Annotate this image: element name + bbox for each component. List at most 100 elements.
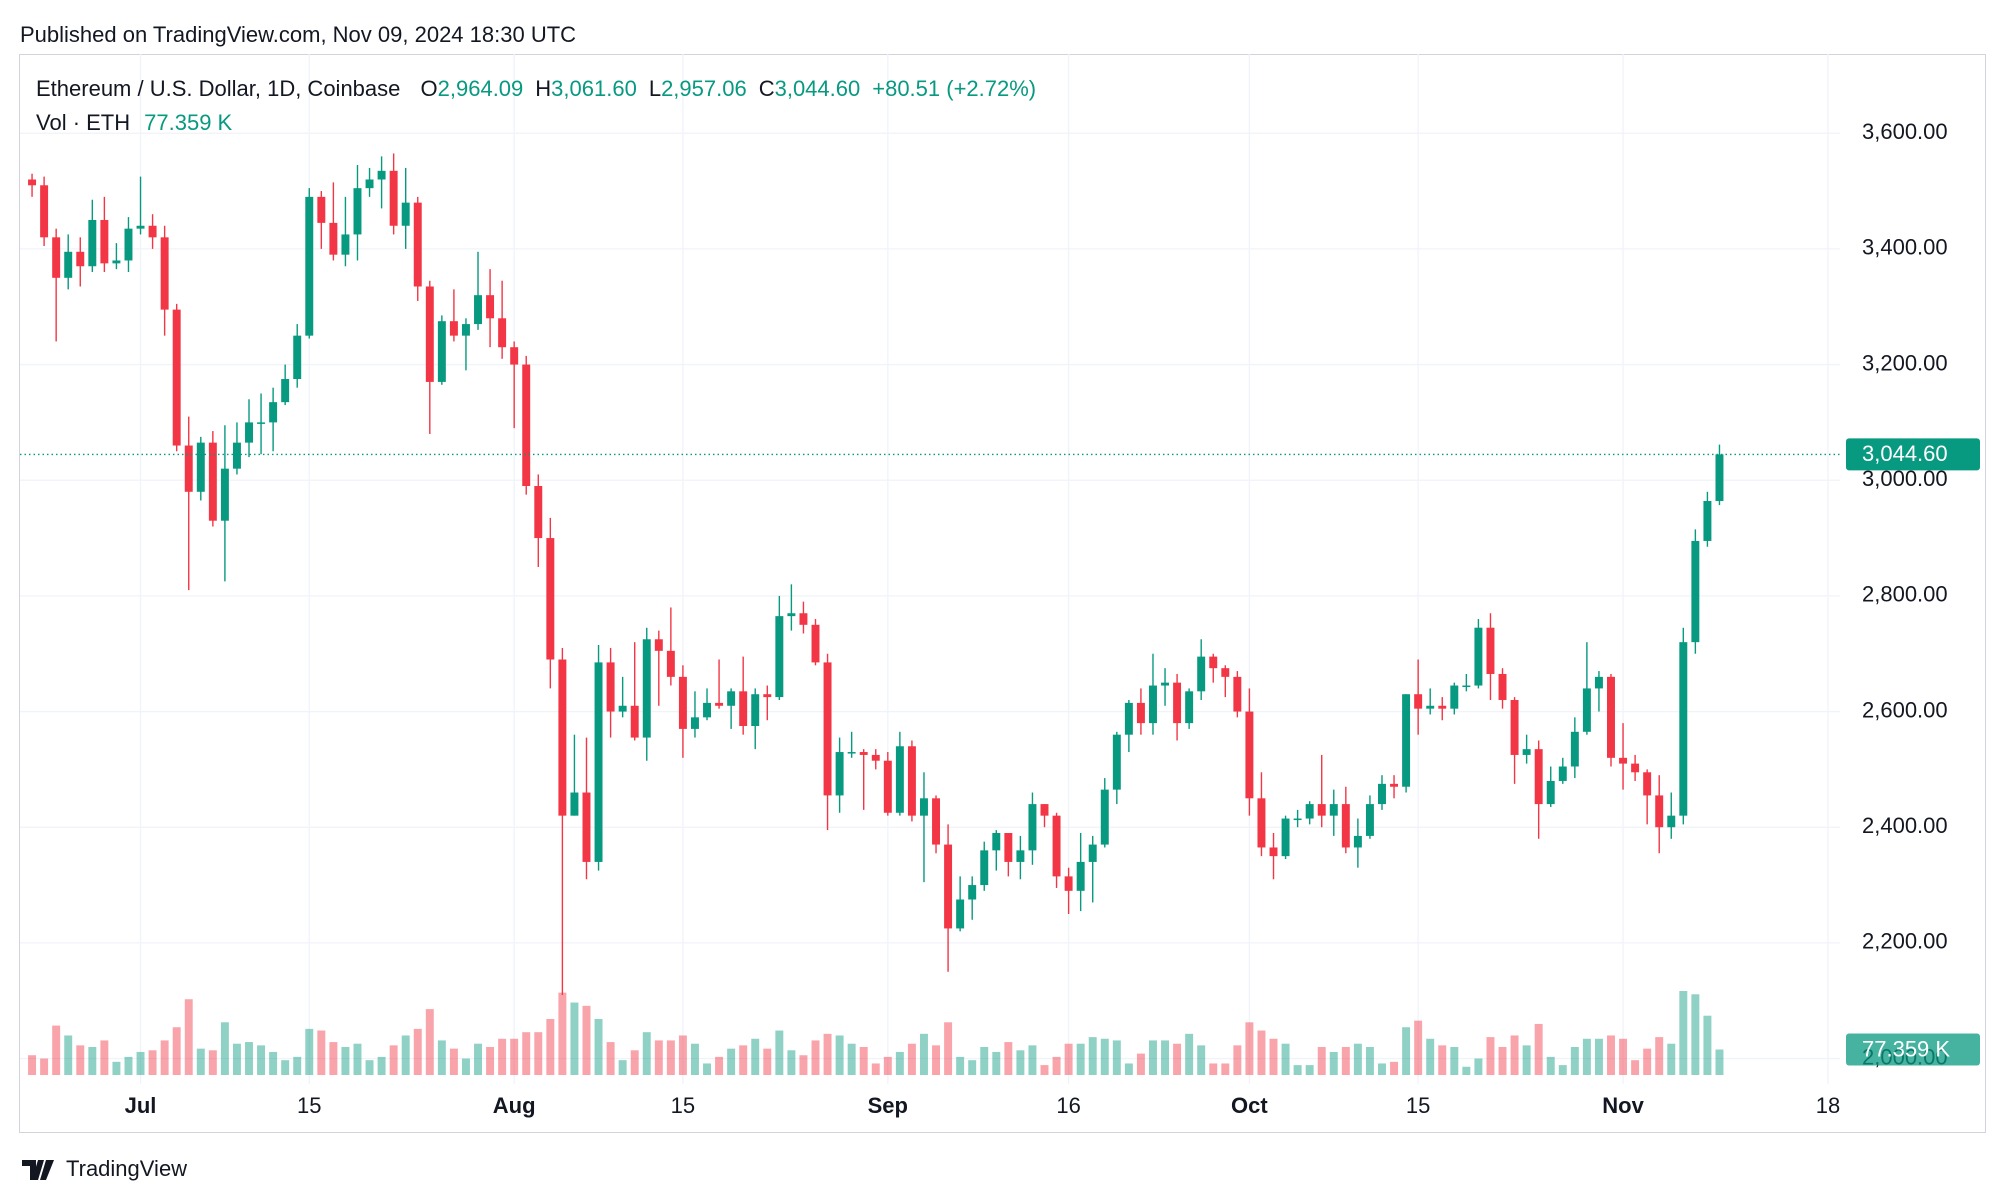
- candle-body: [1498, 673, 1507, 700]
- volume-bar: [1136, 1053, 1145, 1075]
- last-volume-label: 77.359 K: [1862, 1036, 1950, 1061]
- candle-body: [269, 402, 278, 423]
- candle-body: [1112, 734, 1121, 790]
- symbol-title: Ethereum / U.S. Dollar, 1D, Coinbase: [36, 76, 400, 101]
- volume-bar: [1329, 1051, 1338, 1075]
- ohlc-value: 3,061.60: [551, 76, 637, 101]
- volume-bar: [1655, 1037, 1664, 1075]
- volume-bar: [1546, 1056, 1555, 1075]
- candle-body: [1438, 705, 1447, 709]
- volume-bar: [992, 1051, 1001, 1075]
- candle-body: [1245, 711, 1254, 799]
- volume-bar: [690, 1043, 699, 1075]
- volume-bar: [76, 1045, 85, 1075]
- volume-bar: [1438, 1045, 1447, 1075]
- volume-bar: [365, 1060, 374, 1075]
- volume-bar: [124, 1056, 133, 1075]
- volume-bar: [1607, 1035, 1615, 1075]
- volume-bar: [666, 1040, 675, 1075]
- candle-body: [883, 760, 892, 813]
- volume-bar: [763, 1048, 772, 1075]
- candle-body: [1293, 818, 1302, 821]
- volume-pane: [28, 991, 1724, 1075]
- last-price-tag: [1846, 438, 1980, 471]
- volume-bar: [871, 1063, 880, 1075]
- volume-bar: [353, 1043, 362, 1075]
- volume-bar: [1197, 1045, 1206, 1075]
- candle-body: [1655, 795, 1664, 828]
- last-price-label: 3,044.60: [1862, 441, 1948, 466]
- volume-bar: [1619, 1038, 1628, 1075]
- candle-body: [76, 251, 85, 267]
- candle-body: [799, 613, 808, 625]
- candle-body: [932, 798, 941, 845]
- candle-body: [630, 705, 639, 738]
- y-tick-label: 3,600.00: [1862, 119, 1948, 144]
- candle-body: [1233, 676, 1242, 712]
- volume-bar: [1582, 1038, 1591, 1075]
- candle-body: [678, 676, 687, 729]
- volume-bar: [1510, 1035, 1519, 1075]
- candle-body: [257, 422, 266, 424]
- volume-bar: [895, 1051, 904, 1075]
- candle-body: [956, 899, 965, 929]
- candle-body: [377, 170, 386, 180]
- candle-body: [919, 798, 928, 816]
- candle-body: [437, 321, 446, 382]
- volume-bar: [510, 1038, 519, 1075]
- candle-body: [498, 318, 507, 348]
- volume-bar: [1643, 1048, 1652, 1075]
- volume-value: 77.359 K: [144, 110, 232, 135]
- volume-bar: [305, 1028, 314, 1075]
- volume-bar: [281, 1060, 290, 1075]
- volume-bar: [1149, 1040, 1157, 1075]
- axes: 2,000.002,200.002,400.002,600.002,800.00…: [20, 119, 1980, 1118]
- candle-body: [1607, 676, 1615, 758]
- volume-bar: [1064, 1043, 1073, 1075]
- candle-body: [1534, 749, 1543, 805]
- candle-body: [618, 705, 627, 712]
- candle-body: [486, 295, 495, 319]
- volume-bar: [1378, 1063, 1386, 1075]
- candle-body: [1510, 699, 1519, 755]
- volume-bar: [1558, 1065, 1567, 1075]
- candle-body: [944, 844, 953, 929]
- candle-body: [968, 885, 977, 900]
- brand-logo: TradingView: [22, 1156, 187, 1181]
- candle-body: [148, 225, 157, 238]
- candle-body: [992, 833, 1001, 851]
- candle-body: [1016, 850, 1025, 862]
- volume-bar: [1341, 1047, 1350, 1075]
- candle-body: [1185, 691, 1194, 724]
- ohlc-key: L: [649, 76, 661, 101]
- published-note: Published on TradingView.com, Nov 09, 20…: [20, 22, 576, 47]
- volume-bar: [160, 1040, 169, 1075]
- y-tick-label: 2,200.00: [1862, 929, 1948, 954]
- volume-bar: [498, 1038, 507, 1075]
- candle-body: [1221, 668, 1230, 677]
- volume-bar: [377, 1056, 386, 1075]
- candle-body: [28, 179, 37, 186]
- candle-body: [1378, 783, 1386, 805]
- volume-bar: [823, 1033, 832, 1075]
- candle-body: [365, 179, 374, 189]
- volume-bar: [401, 1035, 410, 1075]
- volume-bar: [245, 1042, 253, 1075]
- volume-bar: [1353, 1043, 1362, 1075]
- volume-bar: [1462, 1066, 1471, 1075]
- candle-body: [1522, 749, 1531, 755]
- volume-bar: [1390, 1061, 1399, 1075]
- volume-bar: [341, 1047, 350, 1075]
- candle-body: [461, 324, 470, 336]
- candle-body: [401, 202, 410, 226]
- volume-bar: [1414, 1020, 1423, 1075]
- candle-body: [1570, 731, 1579, 767]
- candle-body: [425, 286, 434, 382]
- volume-bar: [52, 1025, 61, 1075]
- candle-body: [1631, 763, 1640, 773]
- candle-body: [1124, 702, 1133, 735]
- x-tick-label: Nov: [1602, 1093, 1644, 1118]
- volume-bar: [1570, 1047, 1579, 1075]
- volume-bar: [486, 1047, 495, 1075]
- y-tick-label: 2,800.00: [1862, 582, 1948, 607]
